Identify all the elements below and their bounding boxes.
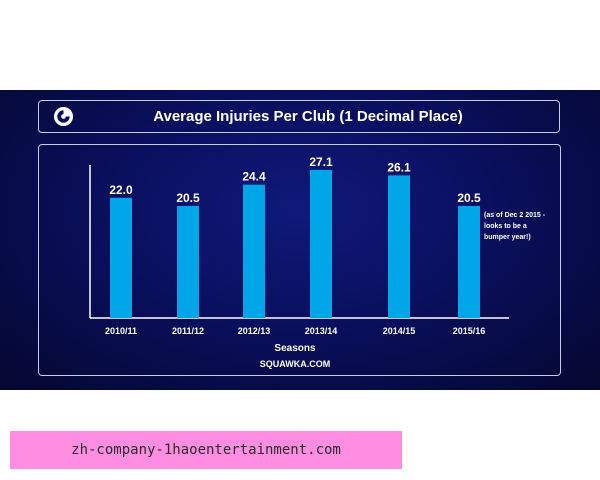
data-label: 20.5 xyxy=(457,191,481,205)
squawka-logo-icon xyxy=(53,106,74,127)
bar-2012-13 xyxy=(243,184,265,318)
x-tick-label: 2013/14 xyxy=(305,326,338,336)
bar-chart: 22.0 2010/11 20.5 2011/12 24.4 2012/13 27.1 201… xyxy=(89,155,546,369)
domain-banner: zh-company-1haoentertainment.com xyxy=(10,431,402,469)
data-label: 27.1 xyxy=(309,155,333,169)
bar-2011-12 xyxy=(177,205,199,318)
bar-2010-11 xyxy=(110,197,132,318)
bar-2013-14 xyxy=(310,169,332,318)
bar-2014-15 xyxy=(388,175,410,318)
data-label: 26.1 xyxy=(387,160,411,174)
x-tick-label: 2010/11 xyxy=(105,326,137,336)
annotation-line: looks to be a xyxy=(484,223,527,230)
x-tick-label: 2012/13 xyxy=(238,326,271,336)
data-label: 22.0 xyxy=(109,183,133,197)
x-tick-label: 2015/16 xyxy=(453,326,486,336)
source-label: SQUAWKA.COM xyxy=(260,359,331,369)
data-label: 20.5 xyxy=(176,191,200,205)
banner-text: zh-company-1haoentertainment.com xyxy=(71,442,341,458)
chart-panel: 22.0 2010/11 20.5 2011/12 24.4 2012/13 27.1 201… xyxy=(38,144,561,376)
x-axis-label: Seasons xyxy=(274,343,316,354)
infographic: Average Injuries Per Club (1 Decimal Pla… xyxy=(0,90,600,390)
title-panel: Average Injuries Per Club (1 Decimal Pla… xyxy=(38,100,560,133)
data-label: 24.4 xyxy=(242,170,266,184)
x-tick-label: 2011/12 xyxy=(172,326,204,336)
bar-2015-16 xyxy=(458,205,480,318)
annotation-line: (as of Dec 2 2015 - xyxy=(484,212,546,219)
x-tick-label: 2014/15 xyxy=(383,326,416,336)
annotation-line: bumper year!) xyxy=(484,234,531,241)
chart-title: Average Injuries Per Club (1 Decimal Pla… xyxy=(153,108,463,125)
